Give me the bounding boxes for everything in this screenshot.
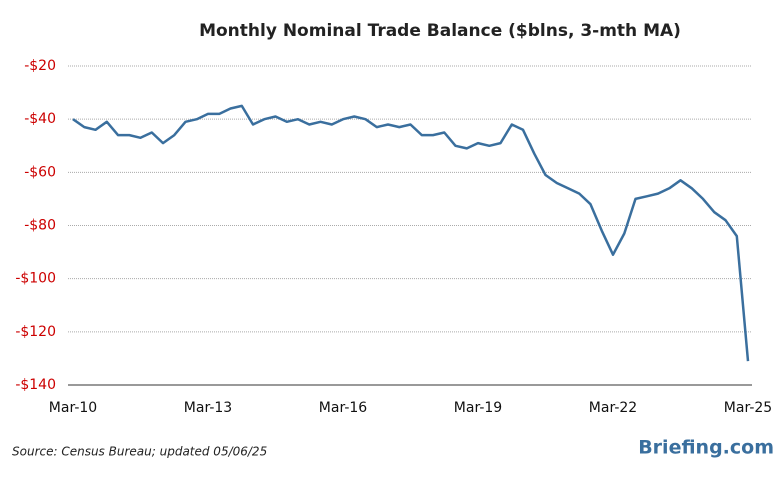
y-tick-label: -$140 [15,377,56,393]
y-tick-label: -$20 [24,58,56,74]
x-tick-label: Mar-13 [184,400,232,416]
y-tick-label: -$100 [15,271,56,287]
x-tick-label: Mar-22 [589,400,637,416]
brand: Briefing.com [638,437,774,459]
y-tick-label: -$80 [24,218,56,234]
y-tick-label: -$40 [24,111,56,127]
source: Source: Census Bureau; updated 05/06/25 [12,445,267,459]
x-tick-label: Mar-16 [319,400,367,416]
x-tick-label: Mar-25 [724,400,772,416]
x-tick-label: Mar-19 [454,400,502,416]
y-tick-label: -$60 [24,164,56,180]
chart-title: Monthly Nominal Trade Balance ($blns, 3-… [199,21,681,41]
y-tick-label: -$120 [15,324,56,340]
x-tick-label: Mar-10 [49,400,97,416]
line [72,104,750,362]
